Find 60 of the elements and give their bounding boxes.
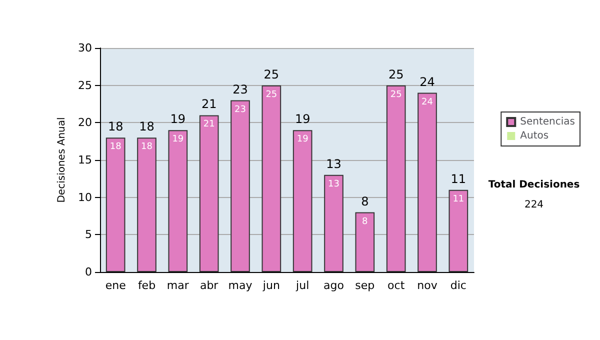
y-tick-label: 30 xyxy=(78,42,92,54)
x-tick-label: ene xyxy=(105,279,126,292)
x-tick-label: sep xyxy=(355,279,375,292)
total-label: 11 xyxy=(450,172,466,186)
bar xyxy=(355,212,375,272)
total-label: 13 xyxy=(326,156,342,171)
total-label: 24 xyxy=(420,74,435,89)
y-tick-label: 15 xyxy=(78,154,92,166)
x-tick-label: feb xyxy=(138,279,156,292)
data-label: 18 xyxy=(141,142,153,152)
data-label: 25 xyxy=(266,90,278,100)
y-tick-label: 10 xyxy=(78,190,92,204)
data-label: 19 xyxy=(172,134,184,145)
data-label: 19 xyxy=(296,134,309,145)
x-tick-label: ago xyxy=(324,279,344,292)
y-axis-title: Decisiones Anual xyxy=(56,117,68,203)
bar xyxy=(137,138,156,272)
y-tick-label: 20 xyxy=(78,116,92,130)
total-label: 19 xyxy=(294,112,310,126)
x-tick-label: mar xyxy=(166,279,190,292)
total-label: 25 xyxy=(264,67,280,82)
data-label: 18 xyxy=(110,142,122,152)
data-label: 25 xyxy=(390,90,402,100)
x-tick-label: nov xyxy=(417,279,438,292)
x-tick-label: jun xyxy=(262,279,280,292)
x-tick-label: jul xyxy=(295,279,310,292)
bar xyxy=(324,174,344,272)
bar xyxy=(106,138,126,272)
data-label: 23 xyxy=(234,104,246,115)
bar xyxy=(448,190,468,272)
total-label: 25 xyxy=(388,67,404,82)
data-label: 8 xyxy=(362,216,368,227)
total-label: 21 xyxy=(201,97,217,112)
legend-label: Sentencias xyxy=(520,116,576,128)
x-tick-label: dic xyxy=(450,279,466,292)
x-tick-label: abr xyxy=(200,279,219,292)
total-label: 19 xyxy=(170,112,186,126)
bar xyxy=(168,130,188,272)
y-tick-label: 0 xyxy=(85,266,92,278)
bar xyxy=(262,85,282,272)
total-label: 18 xyxy=(108,120,124,134)
data-label: 24 xyxy=(422,97,434,108)
bar xyxy=(386,85,406,272)
x-tick-label: may xyxy=(228,279,253,292)
total-label: 8 xyxy=(361,194,369,208)
bar xyxy=(292,130,312,272)
bar xyxy=(418,92,437,272)
y-tick-label: 25 xyxy=(78,78,92,92)
data-label: 13 xyxy=(328,179,340,190)
total-label: 23 xyxy=(232,82,248,96)
total-label: 18 xyxy=(139,120,154,134)
data-label: 21 xyxy=(203,120,215,130)
text: 224 xyxy=(524,200,544,210)
x-tick-label: oct xyxy=(388,279,406,292)
y-tick-label: 5 xyxy=(85,228,92,242)
legend-label: Autos xyxy=(520,130,549,142)
data-label: 11 xyxy=(452,194,464,204)
bar xyxy=(199,115,219,272)
bar xyxy=(230,100,250,272)
text: Total Decisiones xyxy=(488,180,580,190)
